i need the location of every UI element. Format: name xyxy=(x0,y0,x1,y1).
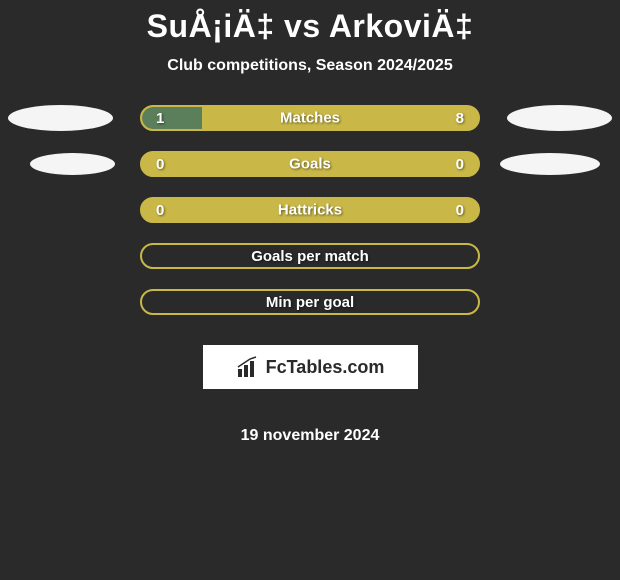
stat-bar-matches: 1 Matches 8 xyxy=(140,105,480,131)
page-subtitle: Club competitions, Season 2024/2025 xyxy=(0,57,620,75)
stat-left-value: 1 xyxy=(142,110,164,127)
stat-left-value: 0 xyxy=(142,156,164,173)
stat-left-value: 0 xyxy=(142,202,164,219)
stat-label: Hattricks xyxy=(278,202,342,219)
stat-bar-goals: 0 Goals 0 xyxy=(140,151,480,177)
stat-row-mpg: Min per goal xyxy=(0,289,620,315)
footer-date: 19 november 2024 xyxy=(241,427,380,445)
stat-right-value: 0 xyxy=(456,202,478,219)
stats-area: 1 Matches 8 0 Goals 0 0 Hattricks 0 xyxy=(0,105,620,445)
stat-row-matches: 1 Matches 8 xyxy=(0,105,620,131)
stat-label: Goals xyxy=(289,156,331,173)
logo-box[interactable]: FcTables.com xyxy=(203,345,418,389)
chart-icon xyxy=(236,355,260,379)
left-team-marker xyxy=(8,105,113,131)
stat-row-goals: 0 Goals 0 xyxy=(0,151,620,177)
stat-label: Matches xyxy=(280,110,340,127)
stat-bar-mpg: Min per goal xyxy=(140,289,480,315)
stat-label: Goals per match xyxy=(251,248,369,265)
right-team-marker xyxy=(500,153,600,175)
stat-right-value: 8 xyxy=(456,110,478,127)
stat-row-gpm: Goals per match xyxy=(0,243,620,269)
stat-right-value: 0 xyxy=(456,156,478,173)
right-team-marker xyxy=(507,105,612,131)
stat-row-hattricks: 0 Hattricks 0 xyxy=(0,197,620,223)
stat-label: Min per goal xyxy=(266,294,354,311)
main-container: SuÅ¡iÄ‡ vs ArkoviÄ‡ Club competitions, S… xyxy=(0,0,620,445)
logo-text: FcTables.com xyxy=(266,357,385,378)
page-title: SuÅ¡iÄ‡ vs ArkoviÄ‡ xyxy=(0,8,620,45)
stat-bar-gpm: Goals per match xyxy=(140,243,480,269)
left-team-marker xyxy=(30,153,115,175)
stat-bar-hattricks: 0 Hattricks 0 xyxy=(140,197,480,223)
